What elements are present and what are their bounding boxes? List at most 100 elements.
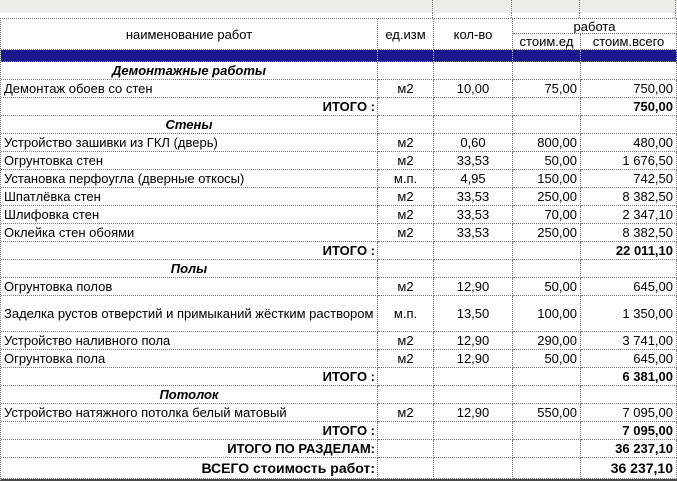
unit-cost-cell: 290,00 <box>513 332 581 350</box>
separator-cell <box>378 50 434 62</box>
table-body: Демонтажные работы Демонтаж обоев со стен… <box>1 62 677 479</box>
separator-bar <box>1 50 677 62</box>
unit-cell: м2 <box>378 332 434 350</box>
total-cost-cell: 1 350,00 <box>581 296 677 332</box>
unit-cost-cell <box>513 458 581 479</box>
unit-cell: м2 <box>378 350 434 368</box>
work-item-row: Установка перфоугла (дверные откосы) м.п.… <box>1 170 677 188</box>
total-value-cell: 22 011,10 <box>581 242 677 260</box>
work-name-cell: Огрунтовка стен <box>1 152 378 170</box>
work-name-cell: Шлифовка стен <box>1 206 378 224</box>
section-row: Стены <box>1 116 677 134</box>
empty-unit-col <box>377 13 433 18</box>
work-name-cell: Устройство натяжного потолка белый матов… <box>1 404 378 422</box>
top-margin-unit-col <box>377 0 433 13</box>
quantity-cell <box>434 422 513 440</box>
unit-cost-cell <box>513 386 581 404</box>
quantity-cell <box>434 368 513 386</box>
unit-cell <box>378 116 434 134</box>
unit-cost-cell: 550,00 <box>513 404 581 422</box>
unit-cost-cell <box>513 116 581 134</box>
unit-cost-cell: 75,00 <box>513 80 581 98</box>
total-label: ИТОГО : <box>1 98 378 116</box>
quantity-cell: 12,90 <box>434 404 513 422</box>
grand-sections-row: ИТОГО ПО РАЗДЕЛАМ: 36 237,10 <box>1 440 677 458</box>
unit-cost-cell: 50,00 <box>513 278 581 296</box>
subtotal-row: ИТОГО : 22 011,10 <box>1 242 677 260</box>
total-value-cell <box>581 260 677 278</box>
section-title: Полы <box>1 260 378 278</box>
top-margin-qty-col <box>433 0 512 13</box>
total-cost-cell: 3 741,00 <box>581 332 677 350</box>
total-label: ИТОГО ПО РАЗДЕЛАМ: <box>1 440 378 458</box>
quantity-cell <box>434 440 513 458</box>
section-title: Стены <box>1 116 378 134</box>
unit-cell <box>378 62 434 80</box>
subtotal-row: ИТОГО : 7 095,00 <box>1 422 677 440</box>
work-name-cell: Заделка рустов отверстий и примыканий жё… <box>1 296 378 332</box>
quantity-cell: 0,60 <box>434 134 513 152</box>
work-item-row: Огрунтовка стен м2 33,53 50,00 1 676,50 <box>1 152 677 170</box>
header-work-name: наименование работ <box>1 19 378 50</box>
quantity-cell: 12,90 <box>434 350 513 368</box>
quantity-cell <box>434 116 513 134</box>
quantity-cell <box>434 62 513 80</box>
unit-cost-cell <box>513 62 581 80</box>
unit-cost-cell: 50,00 <box>513 152 581 170</box>
work-item-row: Шпатлёвка стен м2 33,53 250,00 8 382,50 <box>1 188 677 206</box>
work-item-row: Устройство зашивки из ГКЛ (дверь) м2 0,60 8… <box>1 134 677 152</box>
work-item-row: Заделка рустов отверстий и примыканий жё… <box>1 296 677 332</box>
unit-cell <box>378 260 434 278</box>
unit-cost-cell: 70,00 <box>513 206 581 224</box>
unit-cost-cell <box>513 368 581 386</box>
work-name-cell: Огрунтовка пола <box>1 350 378 368</box>
work-item-row: Огрунтовка полов м2 12,90 50,00 645,00 <box>1 278 677 296</box>
unit-cost-cell: 150,00 <box>513 170 581 188</box>
unit-cell <box>378 458 434 479</box>
section-row: Демонтажные работы <box>1 62 677 80</box>
quantity-cell: 4,95 <box>434 170 513 188</box>
quantity-cell <box>434 458 513 479</box>
total-label: ИТОГО : <box>1 368 378 386</box>
quantity-cell <box>434 98 513 116</box>
total-label: ВСЕГО стоимость работ: <box>1 458 378 479</box>
unit-cell: м2 <box>378 206 434 224</box>
quantity-cell: 33,53 <box>434 224 513 242</box>
section-row: Полы <box>1 260 677 278</box>
quantity-cell: 12,90 <box>434 332 513 350</box>
unit-cell <box>378 440 434 458</box>
total-cost-cell: 1 676,50 <box>581 152 677 170</box>
unit-cost-cell: 250,00 <box>513 224 581 242</box>
total-value-cell: 6 381,00 <box>581 368 677 386</box>
header-unit-cost: стоим.ед <box>513 34 581 50</box>
subtotal-row: ИТОГО : 750,00 <box>1 98 677 116</box>
unit-cost-cell <box>513 440 581 458</box>
section-title: Потолок <box>1 386 378 404</box>
work-name-cell: Устройство зашивки из ГКЛ (дверь) <box>1 134 378 152</box>
quantity-cell <box>434 242 513 260</box>
separator-cell <box>1 50 378 62</box>
total-value-cell: 750,00 <box>581 98 677 116</box>
header-work-group: работа <box>513 19 677 34</box>
work-item-row: Устройство натяжного потолка белый матов… <box>1 404 677 422</box>
table-header: наименование работ ед.изм кол-во работа … <box>1 19 677 50</box>
unit-cell <box>378 98 434 116</box>
quantity-cell <box>434 386 513 404</box>
unit-cell <box>378 386 434 404</box>
total-value-cell: 36 237,10 <box>581 458 677 479</box>
top-margin-price-col <box>512 0 580 13</box>
total-label: ИТОГО : <box>1 422 378 440</box>
unit-cost-cell: 100,00 <box>513 296 581 332</box>
work-name-cell: Установка перфоугла (дверные откосы) <box>1 170 378 188</box>
section-title: Демонтажные работы <box>1 62 378 80</box>
total-cost-cell: 742,50 <box>581 170 677 188</box>
unit-cost-cell: 50,00 <box>513 350 581 368</box>
work-item-row: Демонтаж обоев со стен м2 10,00 75,00 750,00 <box>1 80 677 98</box>
work-item-row: Оклейка стен обоями м2 33,53 250,00 8 382,50 <box>1 224 677 242</box>
unit-cell: м.п. <box>378 170 434 188</box>
work-item-row: Шлифовка стен м2 33,53 70,00 2 347,10 <box>1 206 677 224</box>
work-item-row: Огрунтовка пола м2 12,90 50,00 645,00 <box>1 350 677 368</box>
unit-cost-cell: 250,00 <box>513 188 581 206</box>
work-name-cell: Огрунтовка полов <box>1 278 378 296</box>
